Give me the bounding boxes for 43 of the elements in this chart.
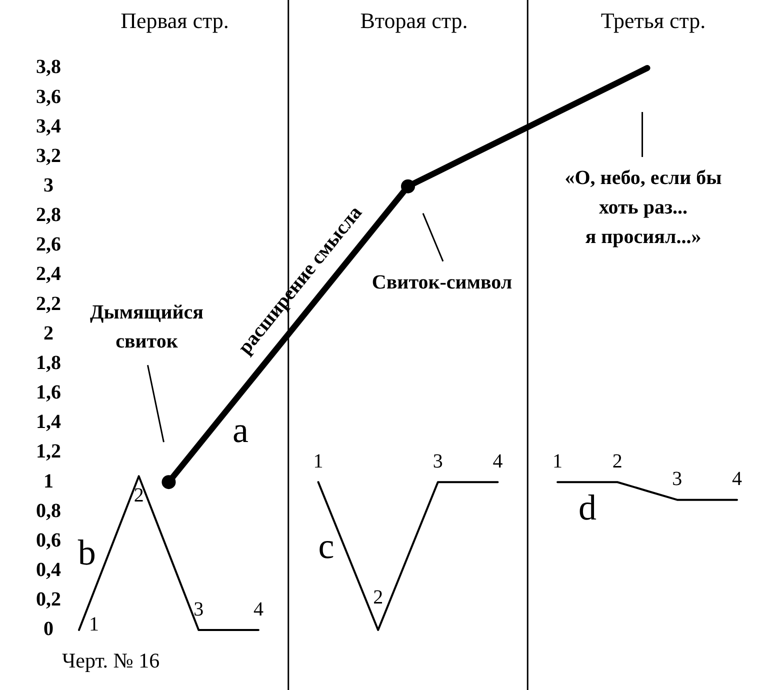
text: Третья стр. <box>600 8 706 33</box>
annotation: 1 <box>313 450 324 472</box>
annotation: 3 <box>672 468 682 490</box>
y-tick-label: 3,8 <box>36 56 61 78</box>
y-tick-label: 2,8 <box>36 204 61 226</box>
annotation: 3 <box>432 450 443 472</box>
series-label: d <box>578 488 596 528</box>
y-tick-label: 0,6 <box>36 529 61 552</box>
y-tick-label: 1 <box>44 470 54 492</box>
y-tick-label: 3,4 <box>36 115 61 138</box>
y-tick-label: 3,2 <box>36 144 61 167</box>
y-tick-label: 0,4 <box>36 559 61 582</box>
y-tick-label: 2,4 <box>36 263 61 286</box>
series-label: a <box>232 410 249 450</box>
annotation: 4 <box>732 468 742 490</box>
annotation: «О, небо, если бы хоть раз... я просиял...» <box>564 167 722 248</box>
y-tick-label: 0,2 <box>36 588 61 611</box>
text: Вторая стр. <box>360 8 468 33</box>
annotation: 1 <box>89 613 99 636</box>
annotation: 4 <box>492 450 503 472</box>
series-label: c <box>318 526 334 566</box>
y-tick-label: 2,2 <box>36 292 61 315</box>
y-tick-label: 2,6 <box>36 234 61 256</box>
y-tick-label: 1,4 <box>36 411 61 434</box>
y-tick-label: 1,8 <box>36 352 61 374</box>
annotation: Свиток-символ <box>372 271 512 294</box>
text: Первая стр. <box>120 8 229 33</box>
annotation: 2 <box>134 484 144 506</box>
y-tick-label: 1,2 <box>36 440 61 463</box>
y-tick-label: 1,6 <box>36 382 61 404</box>
annotation: 4 <box>253 598 264 620</box>
y-tick-label: 3 <box>44 174 54 196</box>
series-label: b <box>78 532 96 573</box>
y-tick-label: 2 <box>44 322 54 344</box>
y-tick-label: 0 <box>44 618 54 640</box>
y-tick-label: 0,8 <box>36 500 61 522</box>
y-tick-label: 3,6 <box>36 86 61 108</box>
annotation: Дымящийся свиток <box>90 301 204 352</box>
annotation: 2 <box>373 586 384 608</box>
text: Черт. № 16 <box>62 648 160 673</box>
annotation: 1 <box>552 450 563 472</box>
annotation: 2 <box>612 450 622 472</box>
annotation: 3 <box>194 598 204 620</box>
